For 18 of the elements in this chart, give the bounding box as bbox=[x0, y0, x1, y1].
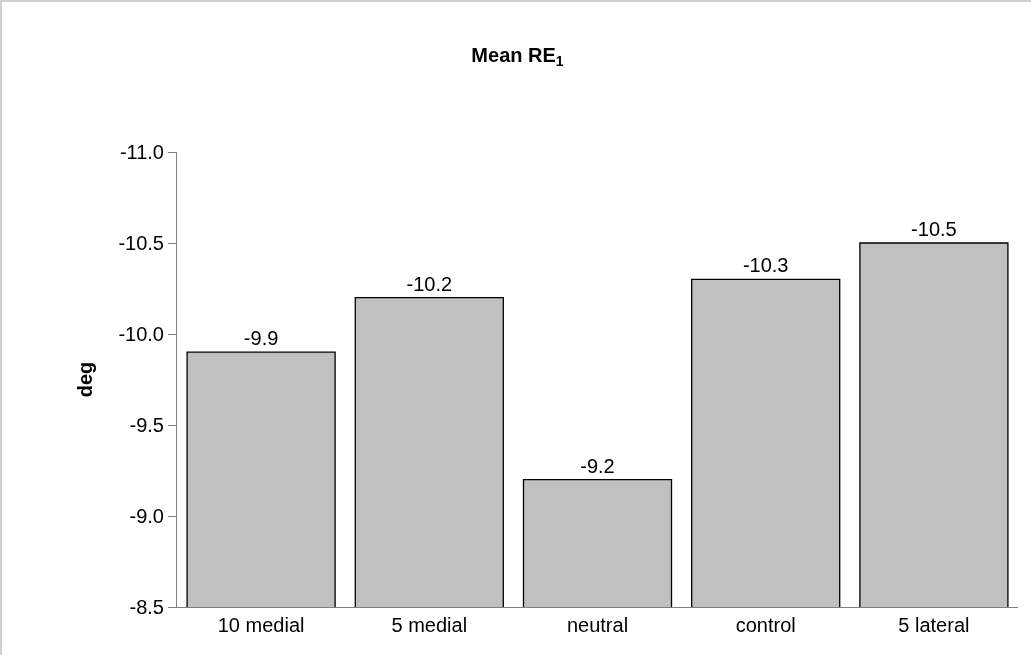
chart-title: Mean RE$_{1}$ bbox=[471, 43, 564, 70]
data-label: -9.2 bbox=[580, 454, 615, 477]
y-tick-label: -10.5 bbox=[118, 232, 164, 254]
data-label: -10.5 bbox=[911, 218, 957, 240]
x-tick-label: control bbox=[735, 614, 796, 636]
x-tick-label: 5 lateral bbox=[898, 614, 970, 636]
y-tick-label: -8.5 bbox=[129, 596, 164, 618]
data-label: -9.9 bbox=[243, 327, 279, 350]
data-label: -10.2 bbox=[406, 272, 453, 295]
data-label: -10.3 bbox=[742, 254, 789, 277]
y-tick-label: -10.0 bbox=[118, 323, 164, 345]
y-tick-label: -11.0 bbox=[119, 141, 164, 163]
x-tick-label: 5 medial bbox=[391, 614, 468, 636]
x-tick-label: neutral bbox=[566, 614, 629, 636]
y-axis-title: deg bbox=[73, 361, 96, 398]
x-tick-label: 10 medial bbox=[217, 614, 305, 636]
y-tick-label: -9.5 bbox=[129, 414, 164, 436]
y-tick-label: -9.0 bbox=[129, 505, 164, 527]
